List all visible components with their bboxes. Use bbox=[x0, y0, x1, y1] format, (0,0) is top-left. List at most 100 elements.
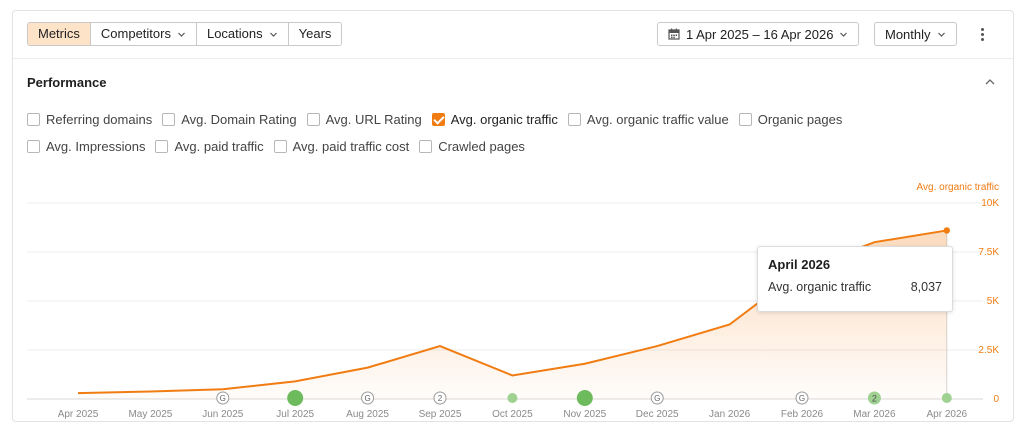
checkbox[interactable] bbox=[419, 139, 433, 153]
metric-label: Avg. organic traffic bbox=[450, 111, 558, 127]
event-marker-label: G bbox=[364, 394, 370, 403]
tab-label: Locations bbox=[206, 26, 263, 41]
x-tick-label: Oct 2025 bbox=[492, 409, 533, 420]
chevron-down-icon bbox=[839, 30, 848, 39]
checkbox[interactable] bbox=[273, 139, 287, 153]
chevron-up-icon[interactable] bbox=[983, 75, 997, 89]
chart-tooltip: April 2026 Avg. organic traffic 8,037 bbox=[757, 246, 953, 312]
x-tick-label: Nov 2025 bbox=[563, 409, 606, 420]
checkbox[interactable] bbox=[162, 112, 176, 126]
event-marker bbox=[361, 391, 375, 405]
metric-toggle[interactable]: Avg. organic traffic bbox=[431, 111, 558, 127]
metric-toggle[interactable]: Avg. URL Rating bbox=[306, 111, 422, 127]
metric-label: Avg. Domain Rating bbox=[181, 111, 297, 127]
tab-competitors[interactable]: Competitors bbox=[90, 23, 197, 45]
metric-toggle[interactable]: Organic pages bbox=[738, 111, 843, 127]
event-marker bbox=[576, 390, 593, 406]
event-marker-label: G bbox=[220, 394, 226, 403]
event-marker bbox=[287, 390, 304, 406]
checkbox[interactable] bbox=[567, 112, 581, 126]
metric-toggle[interactable]: Avg. paid traffic cost bbox=[273, 138, 410, 154]
metric-label: Organic pages bbox=[757, 111, 843, 127]
metric-toggle[interactable]: Crawled pages bbox=[419, 139, 525, 154]
metric-toggle[interactable]: Avg. paid traffic bbox=[155, 138, 264, 154]
metric-label: Avg. paid traffic bbox=[174, 138, 264, 154]
event-marker-label: G bbox=[654, 394, 660, 403]
checkbox[interactable] bbox=[155, 139, 169, 153]
section-title: Performance bbox=[27, 75, 107, 90]
metric-toggle[interactable]: Referring domains bbox=[27, 112, 152, 127]
x-tick-label: Mar 2026 bbox=[853, 409, 896, 420]
tab-label: Competitors bbox=[100, 26, 171, 41]
metric-row: Referring domains Avg. Domain Rating Avg. … bbox=[27, 106, 987, 132]
tooltip-title: April 2026 bbox=[768, 257, 831, 272]
metric-label: Avg. URL Rating bbox=[325, 111, 422, 127]
calendar-icon bbox=[668, 28, 680, 40]
tab-label: Metrics bbox=[38, 26, 80, 41]
tooltip-metric-label: Avg. organic traffic bbox=[768, 280, 872, 294]
checkbox[interactable] bbox=[27, 139, 40, 153]
metric-label: Referring domains bbox=[46, 111, 153, 127]
metric-toggle[interactable]: Avg. organic traffic value bbox=[567, 111, 729, 127]
event-marker bbox=[650, 391, 664, 405]
event-marker bbox=[867, 391, 881, 405]
checkbox[interactable] bbox=[431, 112, 445, 126]
view-tabs: Metrics Competitors Locations Years bbox=[27, 22, 343, 46]
tab-years[interactable]: Years bbox=[288, 23, 342, 45]
chart-svg: 0 2.5K 5K 7.5K 10K Avg. organic traffic G G 2 G G 2… bbox=[27, 182, 1000, 420]
performance-panel: Metrics Competitors Locations Years 1 Apr 2… bbox=[12, 10, 1014, 422]
x-tick-label: Jun 2025 bbox=[202, 409, 244, 420]
metric-label: Avg. Impressions bbox=[46, 138, 146, 154]
checkbox[interactable] bbox=[306, 112, 320, 126]
metric-toggle[interactable]: Avg. Domain Rating bbox=[162, 111, 297, 127]
metric-label: Avg. organic traffic value bbox=[586, 111, 729, 127]
y-tick-label: 2.5K bbox=[978, 345, 999, 356]
tab-locations[interactable]: Locations bbox=[196, 23, 289, 45]
y-tick-label: 0 bbox=[993, 394, 999, 405]
y-tick-label: 7.5K bbox=[978, 247, 999, 258]
tab-metrics[interactable]: Metrics bbox=[28, 23, 91, 45]
event-marker bbox=[216, 391, 230, 405]
y-tick-label: 10K bbox=[981, 198, 999, 209]
series-area bbox=[78, 230, 947, 399]
metric-row: Avg. Impressions Avg. paid traffic Avg. pa… bbox=[27, 133, 987, 159]
y-axis-label: Avg. organic traffic bbox=[917, 182, 999, 193]
event-marker-label: G bbox=[799, 394, 805, 403]
x-tick-label: Aug 2025 bbox=[346, 409, 389, 420]
period-select[interactable]: Monthly bbox=[874, 22, 957, 46]
toolbar: Metrics Competitors Locations Years 1 Apr 2… bbox=[13, 11, 1013, 59]
metric-label: Crawled pages bbox=[438, 138, 525, 154]
metric-label: Avg. paid traffic cost bbox=[292, 138, 410, 154]
checkbox[interactable] bbox=[738, 112, 752, 126]
event-marker bbox=[433, 391, 447, 405]
y-tick-label: 5K bbox=[987, 296, 1000, 307]
chevron-down-icon bbox=[937, 30, 946, 39]
event-marker bbox=[507, 393, 518, 403]
x-tick-label: May 2025 bbox=[128, 409, 172, 420]
more-vertical-icon[interactable] bbox=[973, 23, 991, 45]
metric-toggle[interactable]: Avg. Impressions bbox=[27, 139, 145, 154]
chevron-down-icon bbox=[269, 30, 278, 39]
tooltip-row: Avg. organic traffic 8,037 bbox=[768, 280, 942, 294]
traffic-chart: 0 2.5K 5K 7.5K 10K Avg. organic traffic G G 2 G G 2… bbox=[13, 169, 1013, 423]
event-marker bbox=[795, 391, 809, 405]
event-marker-label: 2 bbox=[872, 394, 877, 404]
x-tick-label: Dec 2025 bbox=[636, 409, 679, 420]
x-tick-label: Apr 2025 bbox=[58, 409, 99, 420]
date-range-picker[interactable]: 1 Apr 2025 – 16 Apr 2026 bbox=[657, 22, 860, 46]
x-tick-label: Feb 2026 bbox=[781, 409, 824, 420]
chevron-down-icon bbox=[177, 30, 186, 39]
data-point bbox=[943, 227, 950, 234]
x-tick-label: Jan 2026 bbox=[709, 409, 751, 420]
tab-label: Years bbox=[298, 26, 332, 41]
event-marker-label: 2 bbox=[438, 394, 443, 403]
tooltip-metric-value: 8,037 bbox=[910, 280, 942, 294]
x-tick-label: Jul 2025 bbox=[276, 409, 314, 420]
event-marker bbox=[941, 393, 952, 403]
x-tick-label: Sep 2025 bbox=[419, 409, 462, 420]
x-tick-label: Apr 2026 bbox=[927, 409, 968, 420]
period-label: Monthly bbox=[885, 26, 931, 42]
checkbox[interactable] bbox=[27, 112, 40, 126]
metric-toggles: Referring domains Avg. Domain Rating Avg. … bbox=[27, 106, 987, 160]
date-range-label: 1 Apr 2025 – 16 Apr 2026 bbox=[686, 26, 834, 42]
